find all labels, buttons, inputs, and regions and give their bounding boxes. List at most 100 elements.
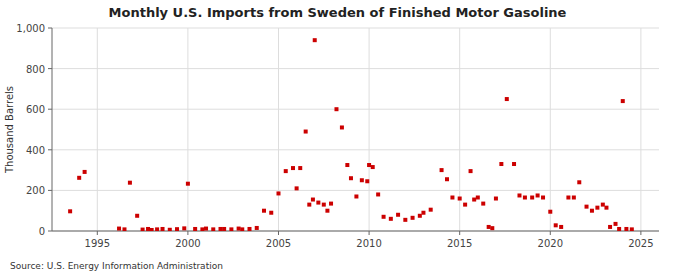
point xyxy=(523,196,527,200)
point xyxy=(295,186,299,190)
point xyxy=(211,227,215,231)
x-tick xyxy=(97,231,98,235)
point xyxy=(349,176,353,180)
point xyxy=(237,227,241,231)
point xyxy=(445,177,449,181)
x-grid-line xyxy=(640,28,641,231)
point xyxy=(548,210,552,214)
point xyxy=(141,228,145,231)
y-tick xyxy=(48,28,52,29)
y-tick xyxy=(48,109,52,110)
y-tick xyxy=(48,149,52,150)
point xyxy=(450,196,454,200)
point xyxy=(429,208,433,212)
point xyxy=(334,107,338,111)
point xyxy=(499,162,503,166)
title: Monthly U.S. Imports from Sweden of Fini… xyxy=(109,5,567,20)
point xyxy=(316,201,320,205)
point xyxy=(585,205,589,209)
point xyxy=(487,225,491,229)
point xyxy=(291,166,295,170)
point xyxy=(382,215,386,219)
point xyxy=(269,211,273,215)
y-tick-label: 200 xyxy=(26,185,45,196)
y-tick xyxy=(48,68,52,69)
point xyxy=(307,203,311,207)
point xyxy=(128,181,132,185)
point xyxy=(150,228,154,231)
y-grid-line xyxy=(52,109,659,110)
chart: Monthly U.S. Imports from Sweden of Fini… xyxy=(0,0,675,275)
source: Source: U.S. Energy Information Administ… xyxy=(10,261,223,271)
point xyxy=(276,191,280,195)
point xyxy=(354,194,358,198)
point xyxy=(298,166,302,170)
point xyxy=(530,196,534,200)
x-tick-label: 2020 xyxy=(538,238,563,249)
x-tick xyxy=(369,231,370,235)
point xyxy=(566,196,570,200)
point xyxy=(541,196,545,200)
point xyxy=(83,170,87,174)
x-tick-label: 2000 xyxy=(175,238,200,249)
point xyxy=(403,218,407,222)
point xyxy=(117,227,121,231)
point xyxy=(476,196,480,200)
point xyxy=(411,216,415,220)
y-grid-line xyxy=(52,68,659,69)
y-tick-label: 400 xyxy=(26,145,45,156)
point xyxy=(262,209,266,213)
point xyxy=(614,222,618,226)
point xyxy=(367,163,371,167)
point xyxy=(146,227,150,231)
point xyxy=(601,203,605,207)
y-tick xyxy=(48,190,52,191)
x-tick xyxy=(187,231,188,235)
y-axis-label: Thousand Barrels xyxy=(4,86,15,174)
point xyxy=(481,202,485,206)
point xyxy=(617,227,621,231)
point xyxy=(536,193,540,197)
point xyxy=(155,227,159,231)
point xyxy=(463,203,467,207)
point xyxy=(168,228,172,231)
point xyxy=(490,226,494,230)
x-tick xyxy=(640,231,641,235)
point xyxy=(621,99,625,103)
point xyxy=(512,162,516,166)
point xyxy=(590,209,594,213)
x-tick-label: 2025 xyxy=(628,238,653,249)
point xyxy=(182,226,186,230)
point xyxy=(517,193,521,197)
point xyxy=(577,180,581,184)
point xyxy=(376,192,380,196)
point xyxy=(311,198,315,202)
point xyxy=(360,178,364,182)
x-grid-line xyxy=(550,28,551,231)
point xyxy=(193,227,197,231)
y-tick-label: 800 xyxy=(26,64,45,75)
grid xyxy=(52,28,659,231)
x-tick xyxy=(550,231,551,235)
point xyxy=(204,227,208,231)
point xyxy=(325,209,329,213)
point xyxy=(371,165,375,169)
point xyxy=(559,225,563,229)
y-tick-label: 1,000 xyxy=(16,23,45,34)
x-grid-line xyxy=(97,28,98,231)
point xyxy=(161,227,165,231)
point xyxy=(135,214,139,218)
y-grid-line xyxy=(52,28,659,29)
point xyxy=(304,130,308,134)
x-tick-label: 2015 xyxy=(447,238,472,249)
x-tick xyxy=(278,231,279,235)
point xyxy=(389,217,393,221)
point xyxy=(421,211,425,215)
point xyxy=(418,214,422,218)
y-tick-label: 0 xyxy=(39,226,45,237)
point xyxy=(595,206,599,210)
point xyxy=(469,169,473,173)
x-tick xyxy=(459,231,460,235)
point xyxy=(68,209,72,213)
point xyxy=(200,227,204,231)
